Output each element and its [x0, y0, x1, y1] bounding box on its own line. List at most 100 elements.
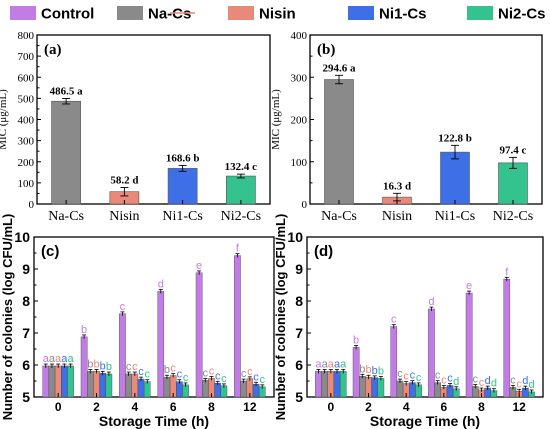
x-tick-label: 8 — [478, 400, 485, 414]
significance-letter: b — [81, 324, 87, 336]
significance-letter: c — [516, 378, 522, 390]
bar-Ni1-Cs-4 — [409, 382, 416, 398]
x-tick-label: Ni2-Cs — [221, 209, 261, 224]
y-tick-label: 5 — [22, 389, 30, 405]
bar-Ni1-Cs-0 — [333, 371, 341, 398]
significance-letter: a — [328, 358, 335, 370]
x-tick-label: Na-Cs — [321, 209, 357, 224]
x-tick-label: Ni1-Cs — [162, 209, 202, 224]
bar-Na-Cs-12 — [240, 380, 247, 398]
significance-letter: d — [522, 375, 528, 387]
bar-Na-Cs — [51, 100, 81, 205]
y-axis-label: Number of colonies (log CFU/mL) — [0, 214, 15, 421]
bar-Ni1-Cs — [167, 168, 198, 205]
y-tick-label: 600 — [18, 72, 35, 84]
significance-letter: b — [359, 363, 365, 375]
significance-letter: d — [428, 296, 434, 308]
significance-letter: b — [365, 364, 371, 376]
y-tick-label: 300 — [291, 72, 308, 84]
bar-Na-Cs — [324, 79, 354, 205]
bar-Ni2-Cs — [498, 162, 528, 205]
y-tick-label: 7 — [22, 325, 30, 341]
y-axis-label: MIC (μg/mL) — [0, 89, 9, 150]
significance-letter: f — [505, 266, 509, 278]
x-tick-label: Na-Cs — [48, 209, 84, 224]
significance-letter: c — [183, 372, 189, 384]
significance-letter: a — [315, 358, 322, 370]
data-label: 486.5 a — [50, 85, 84, 97]
y-tick-label: 800 — [18, 30, 35, 42]
significance-letter: c — [120, 301, 126, 313]
panel-a-mic-chart: (a) 0 100 200 300 400 500 600 700 800 MIC (μg/mL) 4… — [0, 30, 271, 224]
bar-Ni2-Cs-4 — [143, 381, 151, 398]
significance-letter: a — [55, 353, 62, 365]
significance-letter: d — [491, 378, 497, 390]
x-tick-label: Nisin — [382, 209, 412, 224]
bar-Ni1-Cs-2 — [371, 377, 379, 398]
bar-Control-4 — [119, 313, 126, 398]
significance-letter: c — [479, 377, 485, 389]
bar-Na-Cs-0 — [321, 371, 328, 398]
y-axis-label: MIC (μg/mL) — [270, 89, 282, 150]
y-tick-label: 6 — [22, 357, 30, 373]
x-tick-label: 2 — [365, 400, 372, 414]
significance-letter: b — [87, 358, 93, 370]
bar-Control-12 — [234, 255, 241, 398]
y-tick-label: 7 — [295, 325, 303, 341]
significance-letter: c — [447, 373, 453, 385]
legend-label-2: Nisin — [259, 6, 296, 23]
bar-Control-6 — [157, 291, 165, 398]
legend-swatch-0 — [10, 6, 36, 20]
significance-letter: c — [126, 361, 132, 373]
significance-letter: b — [100, 360, 106, 372]
bar-Na-Cs-0 — [48, 365, 56, 398]
significance-letter: a — [49, 353, 56, 365]
significance-letter: a — [322, 358, 329, 370]
bar-Na-Cs-8 — [201, 380, 209, 398]
significance-letter: c — [209, 366, 215, 378]
significance-letter: c — [177, 369, 183, 381]
significance-letter: b — [93, 358, 99, 370]
significance-letter: c — [397, 368, 403, 380]
bar-Control-8 — [195, 272, 203, 398]
y-tick-label: 8 — [22, 293, 30, 309]
bar-Na-Cs-6 — [434, 382, 441, 398]
significance-letter: c — [259, 374, 265, 386]
bar-Ni2-Cs-2 — [377, 378, 385, 398]
legend: Control Na-Cs Nisin Ni1-Cs Ni2-Cs — [10, 6, 546, 23]
bar-Control-4 — [390, 326, 398, 398]
bar-Na-Cs-2 — [86, 371, 94, 398]
significance-letter: d — [529, 379, 535, 391]
x-tick-label: 6 — [440, 400, 447, 414]
y-tick-label: 500 — [18, 93, 35, 105]
x-tick-label: 8 — [208, 400, 215, 414]
bar-Ni1-Cs-0 — [61, 365, 68, 398]
bar-Control-0 — [315, 371, 322, 398]
significance-letter: c — [441, 374, 447, 386]
significance-letter: a — [334, 358, 341, 370]
bar-Ni2-Cs-0 — [67, 365, 74, 398]
significance-letter: c — [510, 374, 516, 386]
x-tick-label: 6 — [170, 400, 177, 414]
significance-letter: c — [241, 368, 247, 380]
y-tick-label: 0 — [302, 199, 308, 211]
significance-letter: d — [158, 278, 164, 290]
significance-letter: c — [215, 370, 221, 382]
y-tick-label: 0 — [29, 199, 35, 211]
x-tick-label: 2 — [93, 400, 100, 414]
y-tick-label: 9 — [295, 261, 303, 277]
data-label: 132.4 c — [225, 161, 258, 173]
data-label: 58.2 d — [110, 174, 138, 186]
significance-letter: c — [221, 373, 227, 385]
bar-Na-Cs-6 — [163, 376, 171, 398]
bar-Control-12 — [503, 279, 511, 398]
significance-letter: c — [247, 366, 253, 378]
x-tick-label: Nisin — [109, 209, 139, 224]
significance-letter: c — [132, 361, 138, 373]
significance-letter: c — [253, 371, 259, 383]
significance-letter: c — [435, 370, 441, 382]
significance-letter: b — [106, 361, 112, 373]
data-label: 122.8 b — [438, 132, 472, 144]
panel-b-mic-chart: (b) 0 100 200 300 400 MIC (μg/mL) 294.6 a Na-Cs 1… — [270, 30, 543, 224]
